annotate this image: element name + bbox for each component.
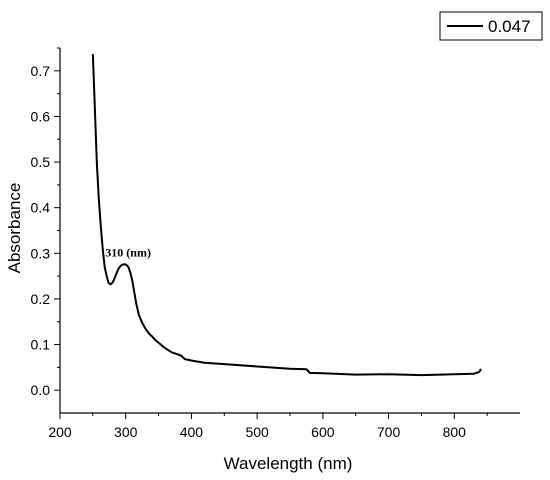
y-tick-label: 0.2 bbox=[31, 291, 51, 307]
y-tick-label: 0.3 bbox=[31, 245, 51, 261]
x-tick-label: 800 bbox=[443, 424, 467, 440]
axes bbox=[59, 48, 520, 414]
y-tick-label: 0.4 bbox=[31, 200, 51, 216]
series-line-0.047 bbox=[91, 53, 482, 377]
legend-label: 0.047 bbox=[488, 17, 531, 36]
y-tick-label: 0.7 bbox=[31, 63, 51, 79]
x-tick-label: 600 bbox=[311, 424, 335, 440]
x-tick-label: 300 bbox=[114, 424, 138, 440]
x-ticks: 200 300 400 500 600 700 800 bbox=[48, 413, 488, 440]
y-tick-label: 0.6 bbox=[31, 108, 51, 124]
y-ticks: 0.0 0.1 0.2 0.3 0.4 0.5 0.6 0.7 bbox=[31, 47, 60, 398]
y-axis-title: Absorbance bbox=[5, 183, 24, 274]
x-axis-title: Wavelength (nm) bbox=[224, 454, 353, 473]
y-tick-label: 0.1 bbox=[31, 337, 51, 353]
y-tick-label: 0.0 bbox=[31, 382, 51, 398]
legend: 0.047 bbox=[439, 11, 543, 41]
peak-annotation: 310 (nm) bbox=[105, 246, 151, 260]
x-tick-label: 400 bbox=[180, 424, 204, 440]
x-tick-label: 700 bbox=[377, 424, 401, 440]
x-tick-label: 500 bbox=[245, 424, 269, 440]
y-tick-label: 0.5 bbox=[31, 154, 51, 170]
x-tick-label: 200 bbox=[48, 424, 72, 440]
